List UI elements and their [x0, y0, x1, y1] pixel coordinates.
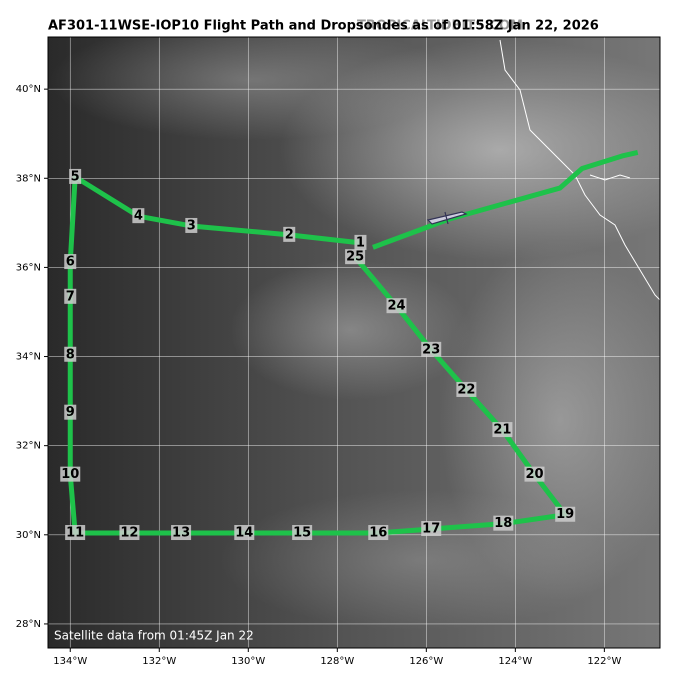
- dropsonde-label: 24: [387, 299, 405, 314]
- y-tick-label: 32°N: [16, 441, 41, 452]
- x-tick-label: 126°W: [409, 656, 443, 667]
- x-tick-label: 124°W: [498, 656, 532, 667]
- dropsonde-label: 15: [293, 526, 311, 541]
- dropsonde-box: [345, 249, 366, 265]
- x-tick-label: 130°W: [231, 656, 265, 667]
- dropsonde-label: 17: [422, 522, 440, 537]
- dropsonde-label: 23: [422, 342, 440, 357]
- footnote: Satellite data from 01:45Z Jan 22: [54, 629, 254, 643]
- dropsonde-box: [64, 254, 77, 270]
- y-tick-label: 28°N: [16, 619, 41, 630]
- dropsonde-box: [119, 525, 140, 541]
- dropsonde-label: 5: [71, 169, 80, 184]
- dropsonde-box: [60, 466, 81, 482]
- dropsonde-box: [421, 341, 442, 357]
- dropsonde-box: [132, 208, 145, 224]
- y-tick-label: 34°N: [16, 352, 41, 363]
- x-tick-label: 132°W: [142, 656, 176, 667]
- dropsonde-label: 3: [187, 218, 196, 233]
- dropsonde-label: 2: [285, 227, 294, 242]
- dropsonde-label: 16: [369, 526, 387, 541]
- dropsonde-label: 10: [61, 467, 79, 482]
- dropsonde-box: [64, 404, 77, 420]
- dropsonde-box: [386, 298, 407, 314]
- dropsonde-label: 7: [66, 289, 75, 304]
- dropsonde-label: 22: [457, 382, 475, 397]
- dropsonde-label: 11: [66, 526, 84, 541]
- dropsonde-label: 13: [172, 526, 190, 541]
- dropsonde-box: [292, 525, 313, 541]
- x-tick-label: 134°W: [53, 656, 87, 667]
- inbound-track: [372, 149, 639, 250]
- dropsonde-label: 9: [66, 405, 75, 420]
- dropsonde-box: [493, 515, 514, 531]
- x-tick-label: 122°W: [587, 656, 621, 667]
- dropsonde-box: [368, 525, 389, 541]
- satellite-image: [48, 37, 660, 648]
- map-layer: 134°W 132°W 130°W 128°W 126°W 124°W 122°W 28°N 3…: [16, 37, 660, 667]
- dropsonde-box: [65, 525, 86, 541]
- y-tick-label: 38°N: [16, 173, 41, 184]
- dropsonde-box: [283, 226, 296, 242]
- dropsonde-box: [524, 466, 545, 482]
- dropsonde-label: 6: [66, 255, 75, 270]
- y-tick-label: 40°N: [16, 84, 41, 95]
- dropsonde-box: [354, 234, 367, 250]
- dropsonde-box: [234, 525, 255, 541]
- aircraft-icon: [426, 211, 468, 225]
- map-title: AF301-11WSE-IOP10 Flight Path and Dropso…: [48, 19, 599, 34]
- dropsonde-label: 19: [556, 507, 574, 522]
- x-tick-label: 128°W: [320, 656, 354, 667]
- dropsonde-box: [421, 521, 442, 537]
- dropsonde-box: [456, 381, 477, 397]
- dropsonde-label: 21: [493, 423, 511, 438]
- y-tick-label: 36°N: [16, 262, 41, 273]
- plot-frame: [47, 36, 661, 649]
- dropsonde-box: [171, 525, 192, 541]
- dropsonde-label: 20: [525, 467, 543, 482]
- dropsonde-label: 25: [346, 250, 364, 265]
- dropsonde-box: [69, 168, 82, 184]
- y-tick-label: 30°N: [16, 530, 41, 541]
- dropsonde-box: [492, 422, 513, 438]
- dropsonde-label: 1: [356, 235, 365, 250]
- dropsonde-box: [64, 288, 77, 304]
- dropsonde-box: [64, 346, 77, 362]
- dropsonde-label: 8: [66, 347, 75, 362]
- watermark: TROPICALTIDBITS.COM: [357, 19, 523, 34]
- dropsonde-box: [185, 217, 198, 233]
- dropsonde-label: 18: [494, 516, 512, 531]
- dropsonde-label: 12: [120, 526, 138, 541]
- dropsonde-label: 14: [235, 526, 253, 541]
- dropsonde-label: 4: [134, 209, 143, 224]
- dropsonde-box: [555, 506, 576, 522]
